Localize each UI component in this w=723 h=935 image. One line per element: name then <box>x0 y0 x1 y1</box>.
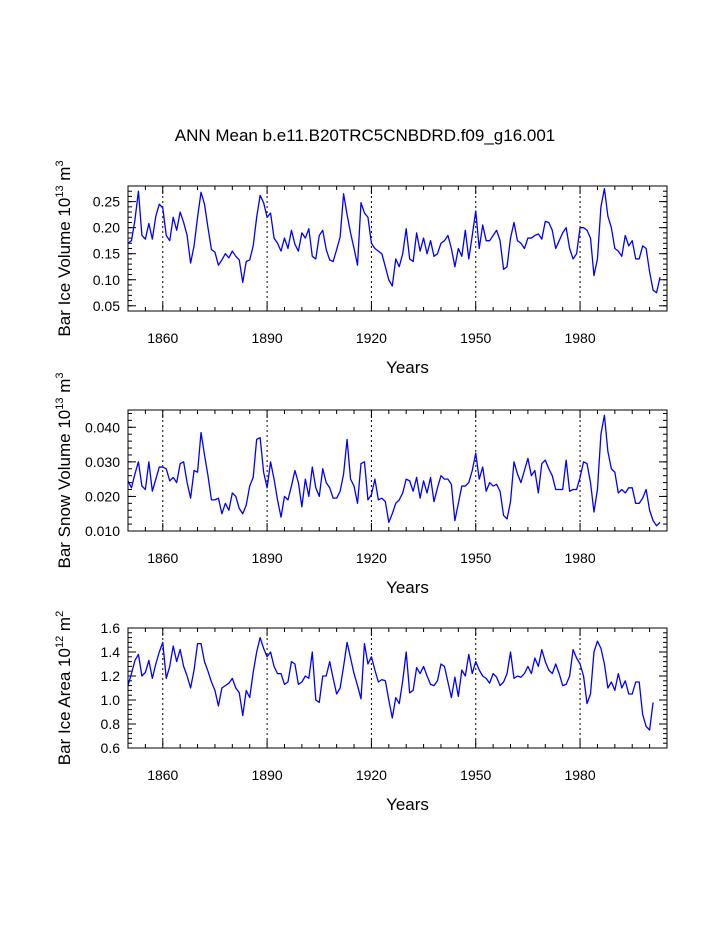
snow-volume-y-axis-label-part: 3 <box>54 372 66 378</box>
ice-volume-y-axis-label-part: m <box>55 167 74 186</box>
ice-volume-x-tick-label: 1980 <box>564 330 595 346</box>
snow-volume-y-tick-label: 0.040 <box>85 419 120 435</box>
ice-area-x-tick-label: 1980 <box>564 767 595 783</box>
ice-volume-y-axis-label: Bar Ice Volume 1013 m3 <box>54 160 74 336</box>
snow-volume-y-axis-label-part: Bar Snow Volume 10 <box>55 410 74 569</box>
ice-volume-y-tick-label: 0.10 <box>93 272 120 288</box>
ice-area-x-tick-label: 1950 <box>460 767 491 783</box>
ice-area-x-tick-label: 1890 <box>252 767 283 783</box>
ice-area-y-tick-label: 1.2 <box>101 668 121 684</box>
ice-volume-x-tick-label: 1950 <box>460 330 491 346</box>
ice-area-plot-frame <box>127 627 668 749</box>
ice-volume-x-tick-label: 1860 <box>147 330 178 346</box>
figure-title: ANN Mean b.e11.B20TRC5CNBDRD.f09_g16.001 <box>175 126 556 145</box>
ice-area-y-tick-label: 1.4 <box>101 644 121 660</box>
ice-volume-y-tick-label: 0.15 <box>93 246 120 262</box>
snow-volume-y-tick-label: 0.030 <box>85 454 120 470</box>
ice-area-series-line <box>127 636 654 731</box>
snow-volume-y-axis-label: Bar Snow Volume 1013 m3 <box>54 372 74 568</box>
ice-area-panel: 1860 1890 1920 1950 1980 0.6 0.8 1.0 1.2 1.4 1.6 Ye… <box>54 611 668 814</box>
snow-volume-x-tick-label: 1980 <box>564 550 595 566</box>
ice-volume-x-tick-label: 1920 <box>356 330 387 346</box>
ice-area-y-tick-label: 1.6 <box>101 620 121 636</box>
ice-volume-y-axis-label-part: Bar Ice Volume 10 <box>55 198 74 337</box>
snow-volume-x-tick-label: 1860 <box>147 550 178 566</box>
panels: 1860 1890 1920 1950 1980 0.05 0.10 0.15 0.20 0.25… <box>54 160 668 814</box>
snow-volume-y-tick-label: 0.020 <box>85 488 120 504</box>
ice-volume-x-tick-label: 1890 <box>252 330 283 346</box>
snow-volume-y-axis-label-part: m <box>55 379 74 398</box>
ice-volume-plot-frame <box>127 185 668 312</box>
ice-area-y-tick-label: 0.6 <box>101 740 121 756</box>
ice-volume-y-tick-label: 0.20 <box>93 220 120 236</box>
ice-area-x-axis-label: Years <box>386 795 429 814</box>
ice-area-x-tick-label: 1860 <box>147 767 178 783</box>
ice-volume-y-axis-label-part: 13 <box>54 185 66 197</box>
ice-area-y-tick-label: 1.0 <box>101 692 121 708</box>
ice-area-y-axis-label-part: Bar Ice Area 10 <box>55 648 74 765</box>
ice-volume-y-tick-label: 0.05 <box>93 298 120 314</box>
snow-volume-x-axis-label: Years <box>386 578 429 597</box>
ice-area-y-tick-label: 0.8 <box>101 716 121 732</box>
snow-volume-panel: 1860 1890 1920 1950 1980 0.010 0.020 0.030 0.040… <box>54 372 668 597</box>
ice-area-y-axis-label-part: 12 <box>54 636 66 648</box>
ice-volume-y-axis-label-part: 3 <box>54 160 66 166</box>
ice-volume-x-axis-label: Years <box>386 358 429 377</box>
snow-volume-y-axis-label-part: 13 <box>54 398 66 410</box>
snow-volume-x-tick-label: 1920 <box>356 550 387 566</box>
snow-volume-x-tick-label: 1890 <box>252 550 283 566</box>
snow-volume-y-tick-label: 0.010 <box>85 523 120 539</box>
snow-volume-series-line <box>127 414 661 527</box>
snow-volume-x-tick-label: 1950 <box>460 550 491 566</box>
ice-area-x-tick-label: 1920 <box>356 767 387 783</box>
snow-volume-plot-frame <box>127 409 668 532</box>
ice-volume-y-tick-label: 0.25 <box>93 194 120 210</box>
ice-area-y-axis-label: Bar Ice Area 1012 m2 <box>54 611 74 765</box>
ice-volume-series-line <box>127 187 661 294</box>
ice-volume-panel: 1860 1890 1920 1950 1980 0.05 0.10 0.15 0.20 0.25… <box>54 160 668 377</box>
ice-area-y-axis-label-part: m <box>55 617 74 636</box>
ice-area-y-axis-label-part: 2 <box>54 611 66 617</box>
